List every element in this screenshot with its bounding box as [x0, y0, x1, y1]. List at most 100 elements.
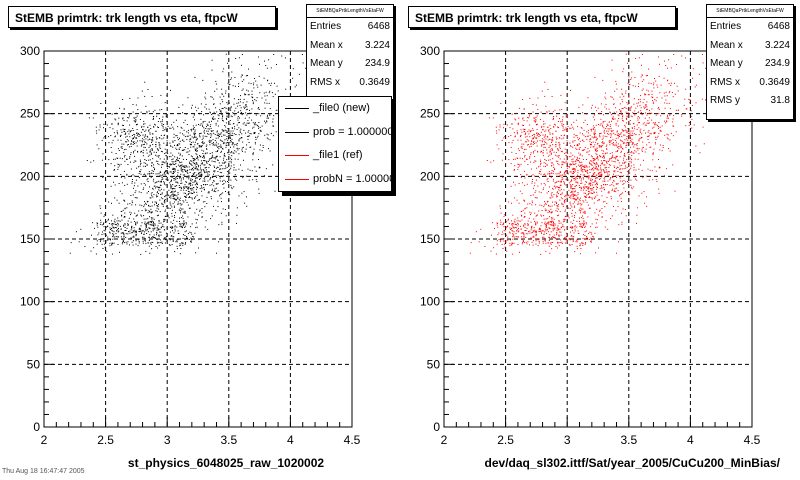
data-point: [564, 236, 566, 238]
data-point: [564, 153, 566, 155]
data-point: [574, 251, 576, 253]
data-point: [147, 221, 149, 223]
data-point: [531, 141, 533, 143]
data-point: [549, 138, 550, 140]
data-point: [138, 239, 140, 241]
data-point: [673, 125, 675, 127]
data-point: [669, 114, 671, 116]
data-point: [577, 137, 579, 139]
data-point: [137, 109, 139, 111]
data-point: [254, 124, 256, 126]
data-point: [139, 135, 141, 137]
data-point: [234, 158, 236, 160]
data-point: [563, 129, 565, 131]
data-point: [613, 98, 615, 100]
data-point: [558, 242, 560, 244]
data-point: [576, 181, 578, 183]
data-point: [181, 182, 183, 184]
data-point: [613, 111, 615, 113]
data-point: [654, 123, 656, 125]
data-point: [221, 129, 223, 131]
data-point: [258, 75, 260, 77]
data-point: [517, 217, 519, 219]
data-point: [536, 221, 538, 223]
data-point: [213, 180, 214, 182]
data-point: [548, 236, 550, 238]
data-point: [159, 190, 161, 192]
data-point: [189, 138, 191, 140]
data-point: [155, 237, 156, 239]
data-point: [526, 141, 528, 143]
data-point: [201, 190, 203, 192]
data-point: [211, 120, 212, 122]
data-point: [527, 220, 529, 222]
data-point: [545, 223, 547, 225]
data-point: [668, 102, 670, 104]
data-point: [134, 134, 136, 136]
data-point: [552, 228, 554, 230]
data-point: [211, 152, 213, 154]
data-point: [180, 180, 182, 182]
data-point: [138, 166, 139, 168]
data-point: [181, 170, 183, 172]
data-point: [579, 202, 581, 204]
grid-lines: [44, 51, 352, 427]
data-point: [535, 223, 536, 225]
data-point: [590, 142, 592, 144]
data-point: [606, 144, 608, 146]
data-point: [257, 135, 259, 137]
data-point: [625, 215, 627, 217]
data-point: [245, 124, 247, 126]
data-point: [158, 164, 160, 166]
data-point: [94, 227, 95, 229]
data-point: [547, 212, 549, 214]
data-point: [134, 197, 136, 199]
data-point: [209, 112, 211, 114]
data-point: [531, 182, 533, 184]
data-point: [147, 173, 149, 175]
data-point: [593, 114, 595, 116]
data-point: [638, 111, 639, 113]
data-point: [609, 177, 611, 179]
data-point: [600, 123, 602, 125]
legend-entry: _file1 (ref): [279, 144, 391, 168]
data-point: [608, 191, 610, 193]
data-point: [214, 134, 216, 135]
data-point: [649, 133, 651, 135]
data-point: [258, 107, 260, 108]
data-point: [549, 227, 551, 229]
data-point: [217, 200, 219, 202]
data-point: [191, 197, 193, 199]
data-point: [546, 222, 548, 224]
data-point: [548, 245, 550, 247]
data-point: [238, 139, 240, 141]
data-point: [590, 178, 592, 180]
data-point: [226, 102, 228, 104]
data-point: [201, 176, 203, 178]
data-point: [613, 103, 615, 105]
data-point: [179, 140, 181, 142]
data-point: [519, 190, 521, 192]
data-point: [580, 126, 582, 128]
data-point: [638, 195, 640, 197]
data-point: [96, 243, 98, 245]
data-point: [566, 95, 568, 97]
data-point: [505, 163, 507, 164]
data-point: [186, 135, 188, 137]
data-point: [580, 166, 582, 168]
data-point: [497, 226, 499, 228]
data-point: [558, 189, 560, 191]
data-point: [266, 133, 268, 135]
data-point: [188, 175, 190, 177]
data-point: [150, 220, 152, 222]
data-point: [595, 153, 597, 155]
data-point: [666, 117, 668, 119]
data-point: [112, 128, 114, 130]
data-point: [132, 137, 134, 139]
data-point: [201, 163, 203, 165]
data-point: [633, 169, 635, 171]
data-point: [549, 174, 551, 176]
data-point: [192, 116, 194, 118]
data-point: [573, 171, 575, 173]
data-point: [589, 207, 591, 209]
